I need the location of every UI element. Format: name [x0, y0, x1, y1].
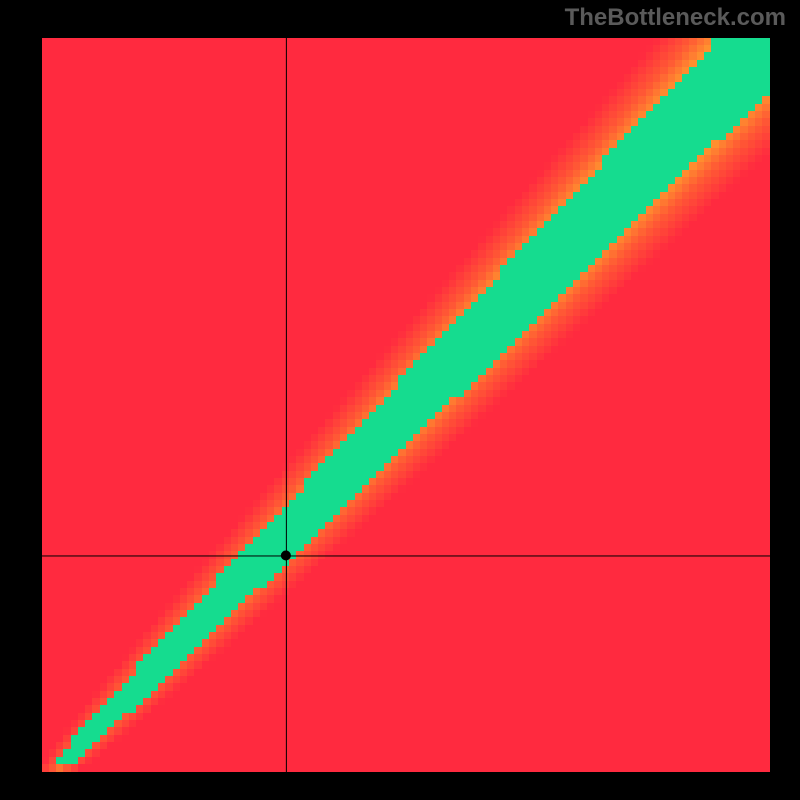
watermark-text: TheBottleneck.com [565, 4, 786, 32]
chart-container: TheBottleneck.com [0, 0, 800, 800]
bottleneck-heatmap [42, 38, 770, 772]
